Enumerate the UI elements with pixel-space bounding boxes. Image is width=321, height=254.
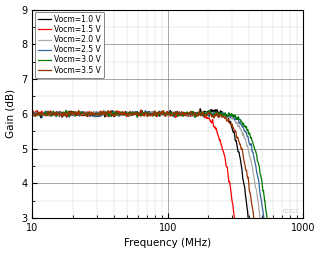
Legend: Vocm=1.0 V, Vocm=1.5 V, Vocm=2.0 V, Vocm=2.5 V, Vocm=3.0 V, Vocm=3.5 V: Vocm=1.0 V, Vocm=1.5 V, Vocm=2.0 V, Vocm…	[35, 12, 104, 78]
Vocm=1.0 V	[30, 112, 34, 115]
Line: Vocm=3.5 V: Vocm=3.5 V	[32, 110, 303, 254]
Vocm=3.5 V	[236, 137, 240, 140]
Vocm=2.0 V	[236, 125, 240, 128]
Vocm=2.5 V	[188, 112, 192, 115]
Vocm=1.5 V	[188, 113, 192, 116]
Vocm=1.0 V	[47, 114, 51, 117]
Vocm=2.5 V	[195, 111, 199, 114]
Vocm=1.0 V	[198, 107, 202, 110]
Vocm=1.5 V	[195, 112, 199, 115]
Vocm=3.5 V	[139, 108, 143, 112]
Vocm=2.5 V	[264, 233, 268, 236]
Line: Vocm=2.0 V: Vocm=2.0 V	[32, 110, 303, 254]
Vocm=2.0 V	[47, 113, 51, 116]
Vocm=3.0 V	[47, 111, 51, 114]
Y-axis label: Gain (dB): Gain (dB)	[5, 89, 15, 138]
Vocm=2.0 V	[195, 112, 199, 115]
Vocm=3.5 V	[195, 114, 199, 117]
Vocm=1.0 V	[195, 113, 199, 116]
Line: Vocm=1.5 V: Vocm=1.5 V	[32, 111, 303, 254]
Vocm=2.0 V	[188, 113, 192, 116]
Vocm=3.0 V	[188, 112, 192, 115]
Vocm=3.0 V	[195, 113, 199, 116]
Line: Vocm=3.0 V: Vocm=3.0 V	[32, 110, 303, 254]
Vocm=3.5 V	[188, 112, 192, 115]
Vocm=1.5 V	[47, 112, 51, 115]
Vocm=3.5 V	[203, 113, 207, 116]
Vocm=2.5 V	[236, 117, 240, 120]
Vocm=3.5 V	[47, 113, 51, 116]
Vocm=3.0 V	[64, 109, 68, 112]
Vocm=1.0 V	[203, 111, 207, 114]
X-axis label: Frequency (MHz): Frequency (MHz)	[124, 239, 211, 248]
Vocm=2.5 V	[30, 112, 34, 115]
Vocm=1.5 V	[30, 114, 34, 117]
Line: Vocm=2.5 V: Vocm=2.5 V	[32, 110, 303, 254]
Vocm=3.5 V	[30, 111, 34, 114]
Vocm=3.0 V	[203, 115, 207, 118]
Vocm=3.0 V	[264, 209, 268, 212]
Vocm=2.0 V	[30, 112, 34, 115]
Vocm=1.0 V	[188, 112, 192, 115]
Vocm=2.5 V	[203, 112, 207, 115]
Vocm=2.0 V	[102, 109, 106, 112]
Vocm=2.0 V	[203, 113, 207, 116]
Vocm=2.5 V	[47, 112, 51, 115]
Line: Vocm=1.0 V: Vocm=1.0 V	[32, 109, 303, 254]
Vocm=3.0 V	[236, 116, 240, 119]
Vocm=1.0 V	[236, 150, 240, 153]
Vocm=1.5 V	[203, 115, 207, 118]
Vocm=2.5 V	[143, 109, 147, 112]
Vocm=1.5 V	[236, 247, 240, 250]
Vocm=1.5 V	[35, 109, 39, 113]
Vocm=3.0 V	[30, 112, 34, 115]
Text: CCCCC: CCCCC	[282, 209, 299, 214]
